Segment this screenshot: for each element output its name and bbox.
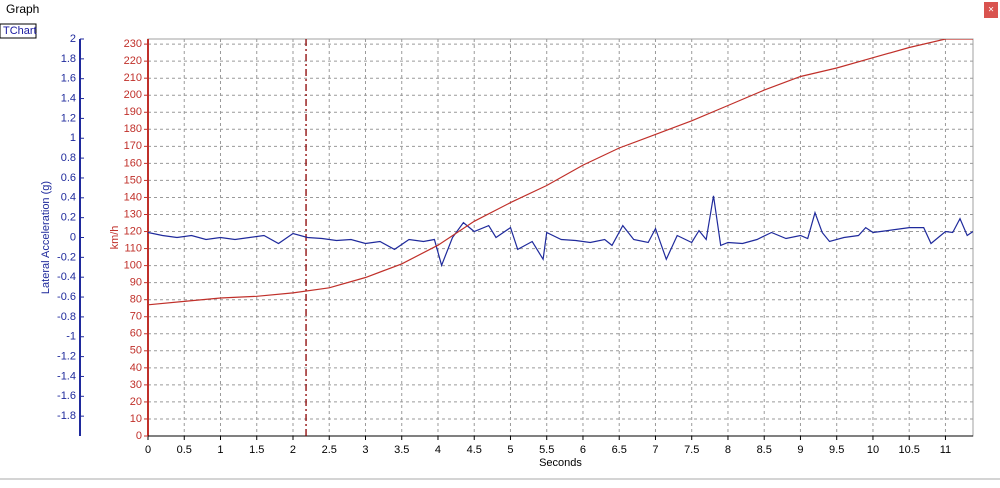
y2-tick-label: 230 xyxy=(124,38,142,50)
series-line xyxy=(148,195,973,268)
y-tick-label: 1.8 xyxy=(61,53,76,65)
y2-tick-label: 10 xyxy=(130,413,142,425)
x-tick-label: 0.5 xyxy=(177,444,192,456)
x-tick-label: 3.5 xyxy=(394,444,409,456)
y-tick-label: -1.8 xyxy=(57,410,76,422)
x-tick-label: 10.5 xyxy=(898,444,919,456)
x-tick-label: 2 xyxy=(290,444,296,456)
y-tick-label: -1.4 xyxy=(57,370,76,382)
x-tick-label: 5 xyxy=(507,444,513,456)
y2-tick-label: 40 xyxy=(130,362,142,374)
y2-tick-label: 130 xyxy=(124,208,142,220)
x-tick-label: 3 xyxy=(362,444,368,456)
y2-tick-label: 170 xyxy=(124,140,142,152)
y-tick-label: 0.4 xyxy=(61,192,76,204)
y2-tick-label: 220 xyxy=(124,55,142,67)
y2-tick-label: 180 xyxy=(124,123,142,135)
y2-tick-label: 50 xyxy=(130,345,142,357)
y-tick-label: 1 xyxy=(70,132,76,144)
y-tick-label: 1.6 xyxy=(61,73,76,85)
y-tick-label: 0.6 xyxy=(61,172,76,184)
y2-tick-label: 140 xyxy=(124,191,142,203)
y2-tick-label: 60 xyxy=(130,328,142,340)
y2-tick-label: 150 xyxy=(124,174,142,186)
x-tick-label: 7 xyxy=(652,444,658,456)
y-tick-label: 2 xyxy=(70,33,76,45)
plot-area xyxy=(147,38,974,437)
y-tick-label: -1.6 xyxy=(57,390,76,402)
x-tick-label: 5.5 xyxy=(539,444,554,456)
chart: 0 0.5 1 1.5 2 2.5 3 3.5 4 4.5 5 5.5 6 6.5 7 7.5 8 8.5 9 9.5… xyxy=(40,33,974,469)
y2-axis-title: km/h xyxy=(109,226,121,250)
x-tick-label: 8 xyxy=(725,444,731,456)
x-tick-label: 8.5 xyxy=(757,444,772,456)
y-tick-label: 0.8 xyxy=(61,152,76,164)
x-tick-label: 2.5 xyxy=(322,444,337,456)
y2-tick-label: 70 xyxy=(130,311,142,323)
y-tick-label: 0 xyxy=(70,231,76,243)
x-tick-label: 1.5 xyxy=(249,444,264,456)
y-tick-label: 1.4 xyxy=(61,92,76,104)
x-tick-label: 9.5 xyxy=(829,444,844,456)
tab-label[interactable]: TChart xyxy=(3,25,37,37)
close-button[interactable] xyxy=(984,2,998,18)
y2-tick-label: 0 xyxy=(136,430,142,442)
series-line xyxy=(148,39,973,306)
y2-tick-label: 100 xyxy=(124,260,142,272)
y2-tick-label: 210 xyxy=(124,72,142,84)
y-tick-label: -1 xyxy=(66,331,76,343)
y2-tick-label: 30 xyxy=(130,379,142,391)
x-axis-title: Seconds xyxy=(539,457,582,469)
x-tick-label: 7.5 xyxy=(684,444,699,456)
x-tick-label: 9 xyxy=(797,444,803,456)
y2-tick-label: 80 xyxy=(130,294,142,306)
x-tick-label: 1 xyxy=(217,444,223,456)
tab[interactable] xyxy=(0,23,37,39)
y-tick-label: 0.2 xyxy=(61,212,76,224)
y-tick-label: 1.2 xyxy=(61,112,76,124)
y-tick-label: -0.2 xyxy=(57,251,76,263)
x-tick-label: 10 xyxy=(867,444,879,456)
y-tick-label: -0.8 xyxy=(57,311,76,323)
x-tick-label: 4 xyxy=(435,444,441,456)
x-tick-label: 4.5 xyxy=(467,444,482,456)
y-tick-label: -0.4 xyxy=(57,271,76,283)
window-title: Graph xyxy=(6,2,39,16)
x-tick-label: 0 xyxy=(145,444,151,456)
x-tick-label: 6 xyxy=(580,444,586,456)
y2-tick-label: 110 xyxy=(124,242,142,254)
y2-tick-label: 20 xyxy=(130,396,142,408)
y2-tick-label: 190 xyxy=(124,106,142,118)
x-tick-label: 6.5 xyxy=(612,444,627,456)
y-tick-label: -1.2 xyxy=(57,351,76,363)
x-tick-label: 11 xyxy=(940,444,951,456)
y2-tick-label: 200 xyxy=(124,89,142,101)
close-label[interactable]: × xyxy=(988,5,994,16)
y2-tick-label: 120 xyxy=(124,225,142,237)
y2-tick-label: 160 xyxy=(124,157,142,169)
y-tick-label: -0.6 xyxy=(57,291,76,303)
y2-tick-label: 90 xyxy=(130,277,142,289)
y-axis-title: Lateral Acceleration (g) xyxy=(40,181,52,294)
